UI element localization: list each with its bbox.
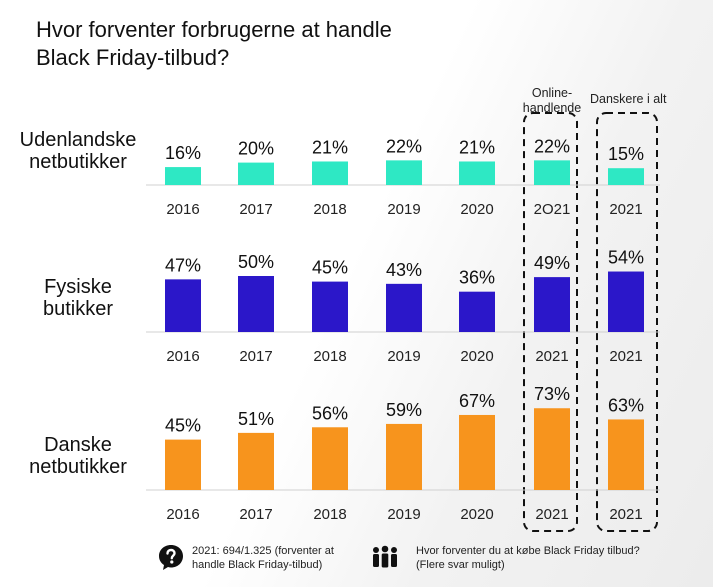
fysiske-butikker-tick-label: 2021 xyxy=(609,348,642,365)
fysiske-butikker-row-label-line-1: Fysiske xyxy=(44,276,112,298)
udenlandske-netbutikker-tick-label: 2016 xyxy=(166,201,199,218)
people-group-icon xyxy=(370,545,400,574)
danske-netbutikker-row-label-line-1: Danske xyxy=(44,434,112,456)
udenlandske-netbutikker-bar xyxy=(459,161,495,185)
fysiske-butikker-tick-label: 2020 xyxy=(460,348,493,365)
fysiske-butikker-value-label: 49% xyxy=(534,253,570,273)
fysiske-butikker-value-label: 54% xyxy=(608,248,644,268)
udenlandske-netbutikker-value-label: 20% xyxy=(238,139,274,159)
survey-question-line-1: Hvor forventer du at købe Black Friday t… xyxy=(416,545,640,557)
sample-size-note: 2021: 694/1.325 (forventer at handle Bla… xyxy=(192,544,334,572)
fysiske-butikker-value-label: 45% xyxy=(312,258,348,278)
all-danes-highlight-frame xyxy=(596,112,658,532)
danske-netbutikker-value-label: 67% xyxy=(459,391,495,411)
udenlandske-netbutikker-row-label-line-2: netbutikker xyxy=(29,151,127,173)
udenlandske-netbutikker-value-label: 21% xyxy=(312,137,348,157)
danske-netbutikker-tick-label: 2021 xyxy=(535,506,568,523)
danske-netbutikker-tick-label: 2021 xyxy=(609,506,642,523)
udenlandske-netbutikker-bar xyxy=(238,162,274,185)
danske-netbutikker-value-label: 51% xyxy=(238,409,274,429)
udenlandske-netbutikker-value-label: 21% xyxy=(459,137,495,157)
fysiske-butikker-bar xyxy=(238,276,274,332)
danske-netbutikker-bar xyxy=(238,432,274,490)
online-shoppers-header: Online- handlende xyxy=(522,86,582,116)
danske-netbutikker-bar xyxy=(386,423,422,490)
fysiske-butikker-value-label: 36% xyxy=(459,268,495,288)
udenlandske-netbutikker-row-label-line-1: Udenlandske xyxy=(20,129,137,151)
fysiske-butikker-tick-label: 2017 xyxy=(239,348,272,365)
chart-title-line-1: Hvor forventer forbrugerne at handle xyxy=(36,17,392,42)
udenlandske-netbutikker-value-label: 16% xyxy=(165,143,201,163)
chart-title: Hvor forventer forbrugerne at handle Bla… xyxy=(36,16,476,72)
sample-size-note-line-2: handle Black Friday-tilbud) xyxy=(192,559,323,571)
danske-netbutikker-value-label: 56% xyxy=(312,403,348,423)
fysiske-butikker-tick-label: 2019 xyxy=(387,348,420,365)
danske-netbutikker-tick-label: 2019 xyxy=(387,506,420,523)
all-danes-header: Danskere i alt xyxy=(590,92,667,106)
fysiske-butikker-value-label: 47% xyxy=(165,255,201,275)
fysiske-butikker-row-label-line-2: butikker xyxy=(43,298,113,320)
danske-netbutikker-tick-label: 2016 xyxy=(166,506,199,523)
udenlandske-netbutikker-tick-label: 2021 xyxy=(609,201,642,218)
udenlandske-netbutikker-tick-label: 2018 xyxy=(313,201,346,218)
danske-netbutikker-row-label-line-2: netbutikker xyxy=(29,456,127,478)
udenlandske-netbutikker-value-label: 22% xyxy=(534,136,570,156)
fysiske-butikker-bar xyxy=(312,281,348,332)
fysiske-butikker-tick-label: 2016 xyxy=(166,348,199,365)
fysiske-butikker-bar xyxy=(459,291,495,332)
udenlandske-netbutikker-bar xyxy=(165,167,201,185)
danske-netbutikker-bar xyxy=(312,427,348,490)
udenlandske-netbutikker-value-label: 22% xyxy=(386,136,422,156)
danske-netbutikker-value-label: 45% xyxy=(165,416,201,436)
danske-netbutikker-bar xyxy=(165,439,201,490)
online-shoppers-highlight-frame xyxy=(523,112,578,532)
fysiske-butikker-value-label: 43% xyxy=(386,260,422,280)
udenlandske-netbutikker-tick-label: 2019 xyxy=(387,201,420,218)
survey-question-note: Hvor forventer du at købe Black Friday t… xyxy=(416,544,640,572)
danske-netbutikker-value-label: 63% xyxy=(608,395,644,415)
udenlandske-netbutikker-tick-label: 2020 xyxy=(460,201,493,218)
fysiske-butikker-bar xyxy=(608,271,644,332)
danske-netbutikker-tick-label: 2017 xyxy=(239,506,272,523)
online-shoppers-header-line-2: handlende xyxy=(522,101,582,115)
question-bubble-icon xyxy=(157,543,185,576)
udenlandske-netbutikker-bar xyxy=(534,160,570,185)
udenlandske-netbutikker-bar xyxy=(608,168,644,185)
danske-netbutikker-bar xyxy=(608,419,644,490)
sample-size-note-line-1: 2021: 694/1.325 (forventer at xyxy=(192,545,334,557)
danske-netbutikker-tick-label: 2020 xyxy=(460,506,493,523)
danske-netbutikker-bar xyxy=(459,414,495,490)
udenlandske-netbutikker-tick-label: 2O21 xyxy=(534,201,571,218)
udenlandske-netbutikker-value-label: 15% xyxy=(608,144,644,164)
fysiske-butikker-bar xyxy=(534,277,570,332)
danske-netbutikker-value-label: 73% xyxy=(534,384,570,404)
chart-title-line-2: Black Friday-tilbud? xyxy=(36,45,230,70)
fysiske-butikker-tick-label: 2018 xyxy=(313,348,346,365)
udenlandske-netbutikker-bar xyxy=(312,161,348,185)
fysiske-butikker-bar xyxy=(386,283,422,332)
udenlandske-netbutikker-tick-label: 2017 xyxy=(239,201,272,218)
danske-netbutikker-tick-label: 2018 xyxy=(313,506,346,523)
danske-netbutikker-value-label: 59% xyxy=(386,400,422,420)
fysiske-butikker-value-label: 50% xyxy=(238,252,274,272)
fysiske-butikker-tick-label: 2021 xyxy=(535,348,568,365)
fysiske-butikker-bar xyxy=(165,279,201,332)
survey-question-line-2: (Flere svar muligt) xyxy=(416,559,505,571)
online-shoppers-header-line-1: Online- xyxy=(531,86,573,100)
udenlandske-netbutikker-bar xyxy=(386,160,422,185)
danske-netbutikker-bar xyxy=(534,408,570,490)
